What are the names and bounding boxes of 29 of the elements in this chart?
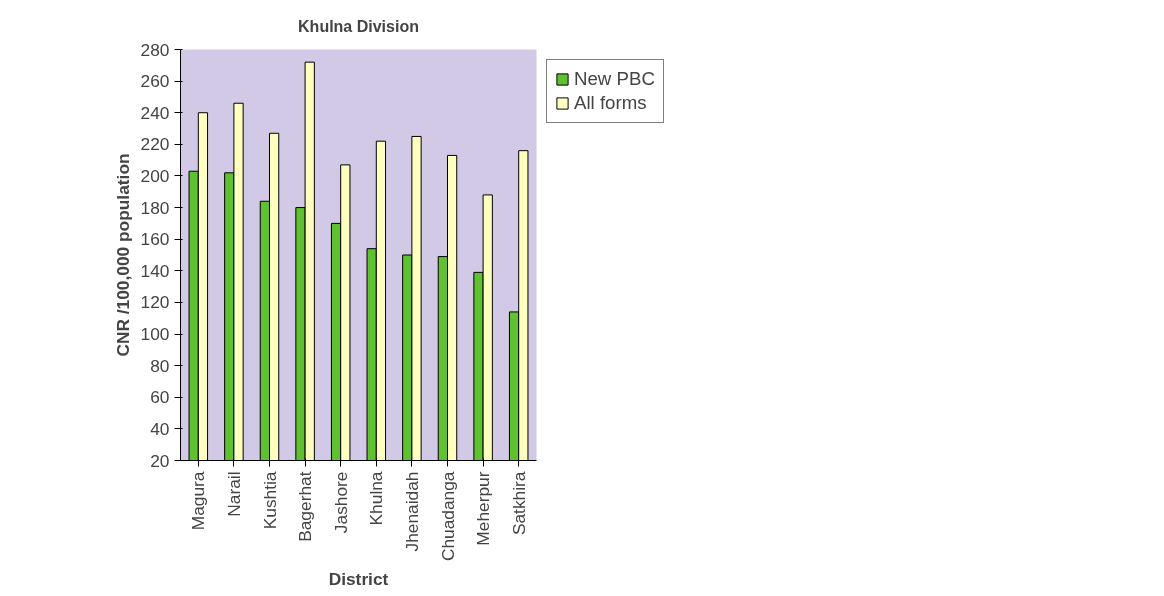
- y-tick-label: 180: [140, 197, 170, 218]
- x-tick-label: Narail: [223, 471, 244, 517]
- y-tick-label: 200: [140, 165, 170, 186]
- y-tick-label: 40: [150, 418, 170, 439]
- x-tick-label: Kushtia: [259, 471, 280, 530]
- x-tick-label: Meherpur: [473, 471, 494, 546]
- y-tick-label: 80: [150, 355, 170, 376]
- y-tick-label: 280: [140, 39, 170, 60]
- legend-label: New PBC: [574, 68, 655, 90]
- x-tick-label: Jhenaidah: [401, 471, 422, 552]
- y-tick-label: 260: [140, 71, 170, 92]
- x-tick-label: Bagerhat: [295, 471, 316, 542]
- x-tick-label: Chuadanga: [437, 471, 458, 562]
- x-axis-title: District: [328, 569, 389, 590]
- y-tick-label: 240: [140, 102, 170, 123]
- y-tick-label: 100: [140, 324, 170, 345]
- chart-title: Khulna Division: [298, 17, 419, 35]
- legend-label: All forms: [574, 92, 647, 114]
- y-axis-title: CNR /100,000 population: [112, 153, 133, 357]
- x-tick-label: Jashore: [330, 471, 351, 534]
- y-tick-label: 60: [150, 387, 170, 408]
- x-tick-label: Satkhira: [508, 471, 529, 536]
- y-tick-label: 220: [140, 134, 170, 155]
- y-tick-label: 140: [140, 260, 170, 281]
- x-tick-label: Khulna: [366, 471, 387, 526]
- y-tick-label: 120: [140, 292, 170, 313]
- y-tick-label: 20: [150, 450, 170, 471]
- y-tick-label: 160: [140, 229, 170, 250]
- x-tick-label: Magura: [188, 471, 209, 531]
